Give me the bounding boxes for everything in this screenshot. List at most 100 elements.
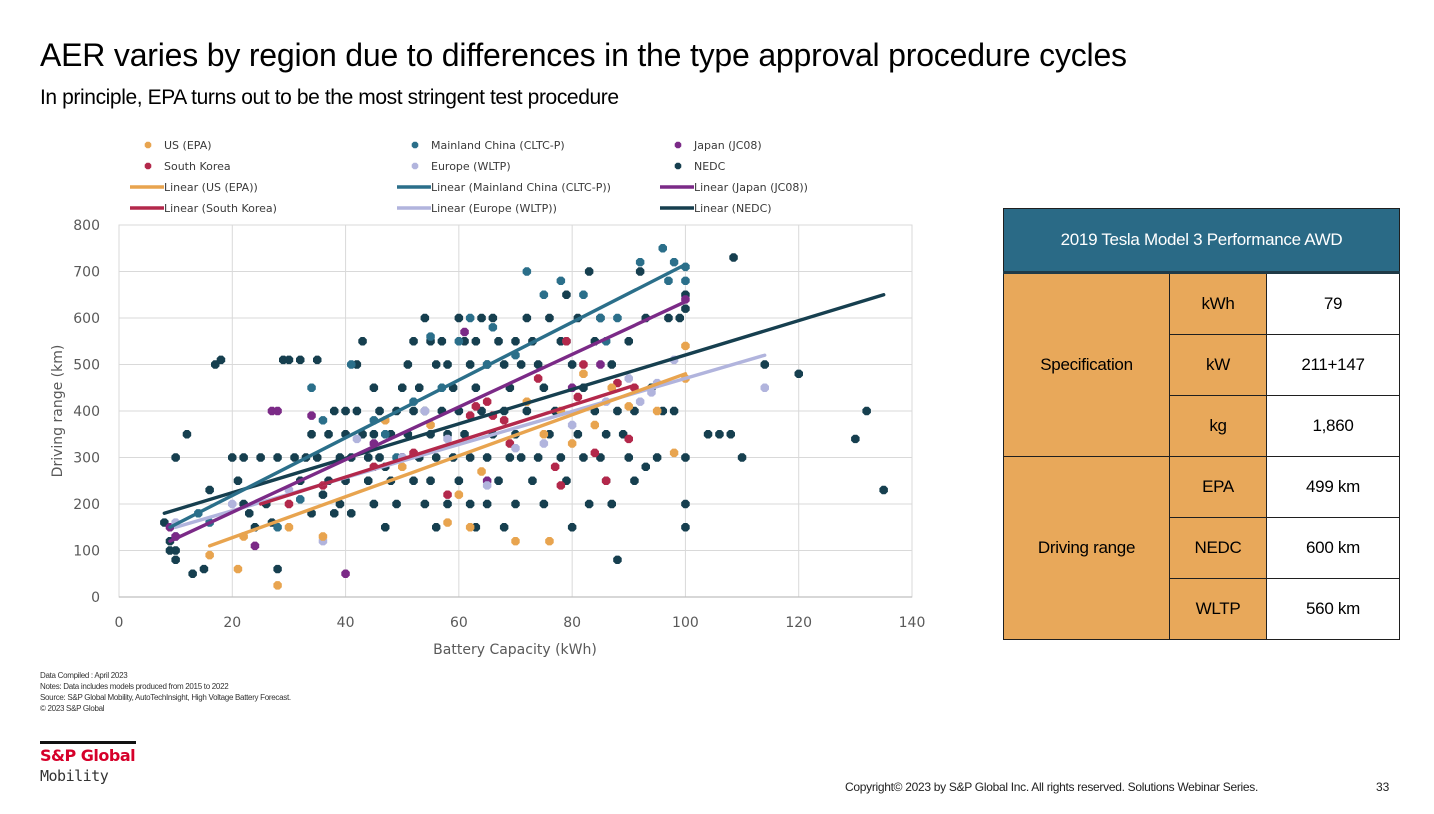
data-point-nedc bbox=[607, 499, 616, 509]
data-point-nedc bbox=[471, 383, 481, 392]
data-point-nedc bbox=[562, 290, 571, 299]
data-point-nedc bbox=[669, 406, 679, 416]
note-compiled: Data Compiled : April 2023 bbox=[40, 671, 128, 680]
data-point-nedc bbox=[330, 406, 339, 416]
data-point-nedc bbox=[533, 360, 543, 369]
data-point-nedc bbox=[369, 383, 379, 392]
series-us bbox=[205, 341, 690, 590]
value-epa: 499 km bbox=[1266, 456, 1400, 518]
data-point-cn bbox=[658, 244, 667, 253]
data-point-nedc bbox=[437, 337, 447, 346]
data-point-us bbox=[205, 550, 214, 560]
unit-nedc: NEDC bbox=[1169, 517, 1267, 579]
data-point-nedc bbox=[318, 490, 328, 499]
data-point-nedc bbox=[862, 406, 871, 416]
data-point-nedc bbox=[511, 499, 520, 509]
data-point-nedc bbox=[573, 430, 583, 439]
legend-marker-cn bbox=[411, 141, 419, 149]
data-point-cn bbox=[613, 313, 622, 323]
legend-item: Linear (South Korea) bbox=[130, 202, 277, 215]
data-point-kr bbox=[533, 374, 543, 383]
value-wltp: 560 km bbox=[1266, 578, 1400, 640]
data-point-nedc bbox=[760, 360, 769, 369]
data-point-nedc bbox=[471, 337, 481, 346]
data-point-nedc bbox=[420, 313, 430, 323]
data-point-us bbox=[398, 462, 407, 471]
data-point-nedc bbox=[465, 453, 475, 462]
data-point-nedc bbox=[494, 337, 503, 346]
data-point-nedc bbox=[335, 499, 345, 509]
data-point-nedc bbox=[381, 523, 390, 532]
legend-marker-kr bbox=[144, 162, 152, 170]
x-tick-label: 140 bbox=[899, 615, 926, 631]
legend-marker-us bbox=[144, 141, 152, 149]
data-point-jp bbox=[596, 360, 605, 369]
data-point-cn bbox=[426, 332, 435, 341]
data-point-eu bbox=[443, 434, 452, 444]
data-point-nedc bbox=[432, 523, 441, 532]
data-point-nedc bbox=[415, 383, 424, 392]
data-point-nedc bbox=[392, 499, 401, 509]
data-point-nedc bbox=[273, 564, 282, 574]
data-point-kr bbox=[556, 481, 566, 490]
data-point-nedc bbox=[516, 360, 526, 369]
data-point-kr bbox=[590, 448, 599, 458]
unit-kg: kg bbox=[1169, 395, 1267, 457]
data-points bbox=[160, 244, 888, 590]
data-point-cn bbox=[454, 337, 464, 346]
data-point-nedc bbox=[499, 523, 509, 532]
data-point-us bbox=[567, 439, 577, 448]
data-point-nedc bbox=[245, 509, 254, 518]
legend-item: Japan (JC08) bbox=[674, 139, 762, 152]
data-point-nedc bbox=[652, 453, 662, 462]
data-point-eu bbox=[482, 481, 492, 490]
data-point-nedc bbox=[443, 499, 452, 509]
legend-item: Linear (US (EPA)) bbox=[130, 181, 258, 194]
data-point-jp bbox=[273, 406, 282, 416]
legend-item: Europe (WLTP) bbox=[411, 160, 511, 173]
data-point-nedc bbox=[460, 430, 469, 439]
data-point-nedc bbox=[432, 453, 441, 462]
legend-label: Linear (Mainland China (CLTC-P)) bbox=[431, 181, 611, 194]
trendline-us bbox=[207, 372, 688, 548]
data-point-nedc bbox=[364, 476, 373, 485]
data-point-eu bbox=[228, 499, 237, 509]
data-point-us bbox=[681, 341, 690, 351]
data-point-nedc bbox=[216, 355, 226, 365]
data-point-nedc bbox=[522, 313, 532, 323]
data-point-kr bbox=[601, 476, 611, 485]
unit-kw: kW bbox=[1169, 334, 1267, 396]
data-point-us bbox=[579, 369, 588, 378]
data-point-kr bbox=[579, 360, 588, 369]
data-point-nedc bbox=[233, 476, 243, 485]
data-point-nedc bbox=[375, 453, 384, 462]
data-point-eu bbox=[635, 397, 645, 406]
data-point-nedc bbox=[675, 313, 684, 323]
data-point-nedc bbox=[567, 523, 577, 532]
data-point-us bbox=[284, 523, 294, 532]
unit-wltp: WLTP bbox=[1169, 578, 1267, 640]
legend-label: Linear (NEDC) bbox=[694, 202, 772, 215]
data-point-cn bbox=[664, 276, 673, 285]
x-tick-label: 40 bbox=[337, 615, 355, 631]
data-point-us bbox=[318, 532, 328, 541]
data-point-nedc bbox=[256, 453, 265, 462]
legend-label: US (EPA) bbox=[164, 139, 212, 152]
value-kw: 211+147 bbox=[1266, 334, 1400, 396]
data-point-cn bbox=[273, 523, 282, 532]
data-point-cn bbox=[681, 276, 690, 285]
series-nedc bbox=[160, 253, 888, 578]
data-point-eu bbox=[352, 434, 362, 444]
unit-kwh: kWh bbox=[1169, 272, 1267, 335]
chart-grid bbox=[118, 224, 913, 598]
legend-item: Linear (Japan (JC08)) bbox=[660, 181, 808, 194]
data-point-nedc bbox=[409, 406, 418, 416]
data-point-nedc bbox=[567, 360, 577, 369]
data-point-nedc bbox=[584, 499, 594, 509]
data-point-us bbox=[233, 564, 243, 574]
data-point-jp bbox=[341, 569, 350, 578]
chart-legend: US (EPA) Mainland China (CLTC-P) Japan (JC… bbox=[130, 139, 808, 215]
data-point-nedc bbox=[347, 509, 356, 518]
data-point-nedc bbox=[539, 499, 549, 509]
value-kg: 1,860 bbox=[1266, 395, 1400, 457]
